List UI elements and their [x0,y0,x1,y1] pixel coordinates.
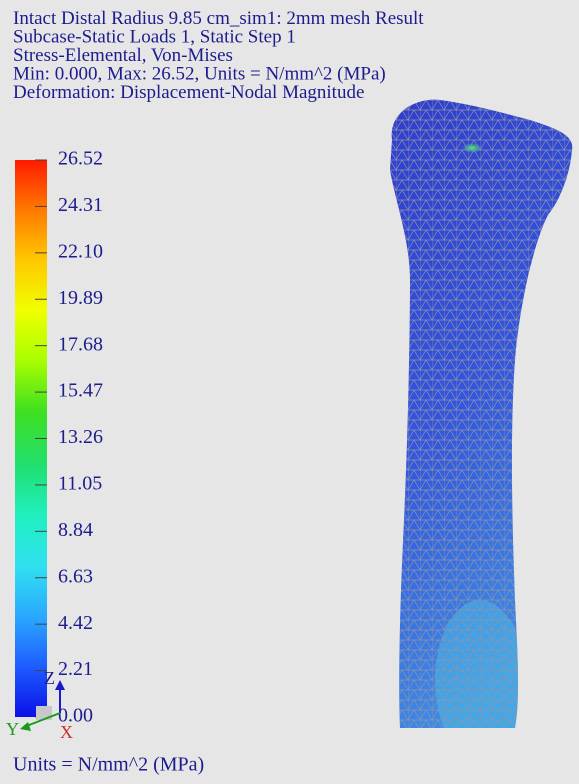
x-label: X [60,722,73,742]
bone-model [380,90,579,760]
legend-label: 2.21 [58,658,93,680]
result-view: Intact Distal Radius 9.85 cm_sim1: 2mm m… [0,0,579,784]
legend-label: 17.68 [58,333,103,355]
legend-label: 15.47 [58,380,103,402]
legend-label: 4.42 [58,612,93,634]
units-label: Units = N/mm^2 (MPa) [13,754,204,776]
header: Intact Distal Radius 9.85 cm_sim1: 2mm m… [13,8,424,103]
legend-label: 26.52 [58,148,103,170]
legend-label: 19.89 [58,287,103,309]
z-label: Z [44,668,55,688]
page: {"header": {"lines": ["Intact Distal Rad… [0,0,579,784]
legend-label: 22.10 [58,240,103,262]
bone-mesh [380,90,579,740]
y-label: Y [6,719,19,739]
legend-label: 11.05 [58,473,102,495]
legend-label: 13.26 [58,426,103,448]
header-line: Deformation: Displacement-Nodal Magnitud… [13,82,364,103]
legend-label: 6.63 [58,565,93,587]
y-arrow [20,722,31,731]
legend-label: 24.31 [58,194,103,216]
legend-label: 8.84 [58,519,93,541]
z-arrow [55,680,65,690]
